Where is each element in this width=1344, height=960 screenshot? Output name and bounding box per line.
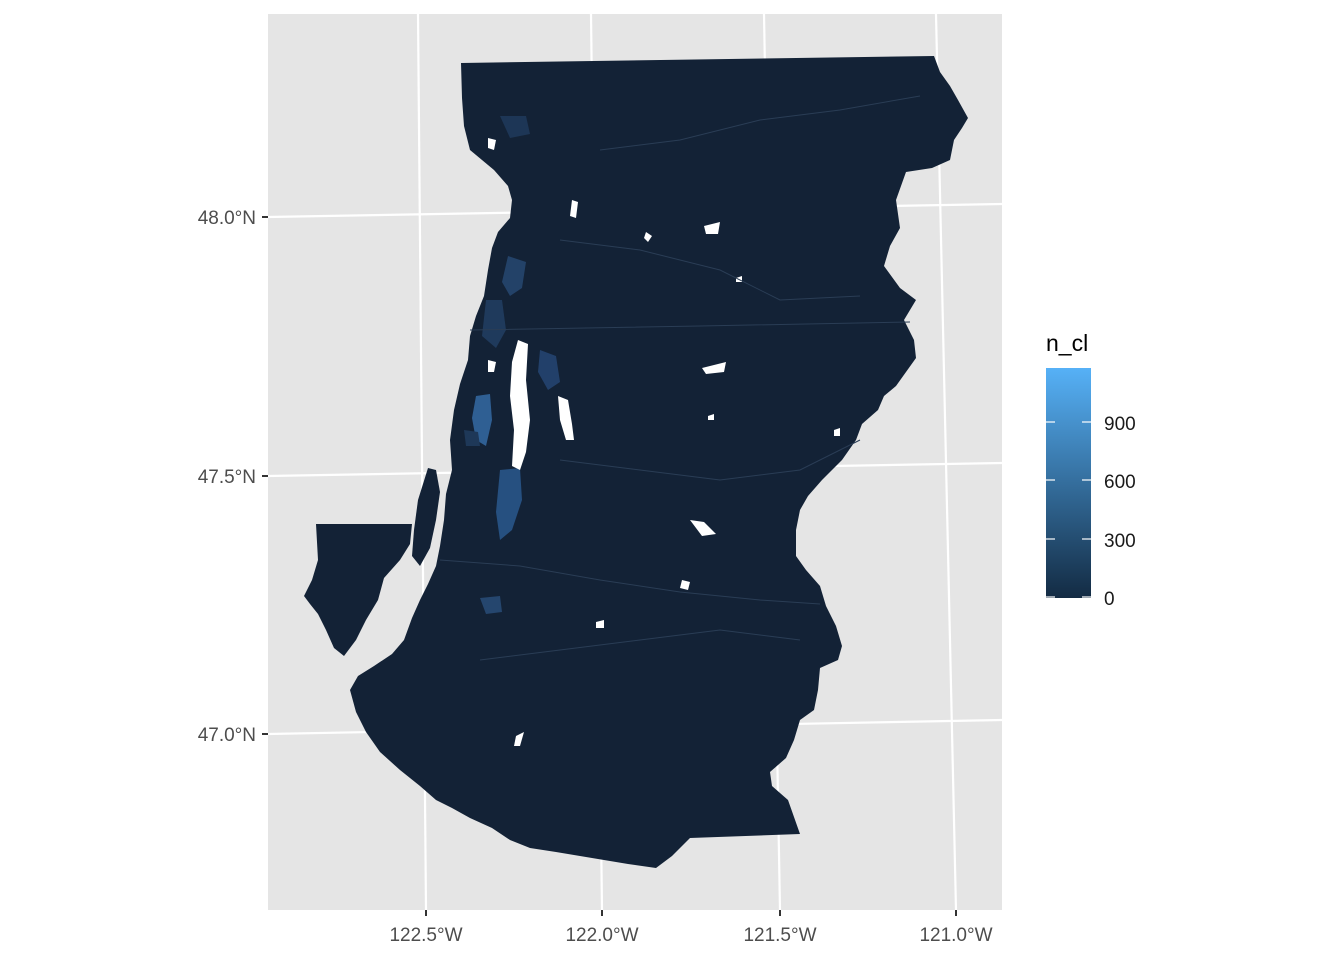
legend-title: n_cl	[1046, 330, 1088, 356]
legend-label-900: 900	[1104, 414, 1136, 435]
x-tick-label-122: 122.0°W	[565, 925, 638, 946]
reservoir-2	[702, 362, 726, 374]
y-tick-label-47: 47.0°N	[198, 725, 256, 746]
county-region-main[interactable]	[350, 56, 968, 868]
island-vashon[interactable]	[412, 468, 440, 566]
legend: n_cl 0 300 600 900	[1046, 330, 1136, 610]
y-axis: 48.0°N 47.5°N 47.0°N	[198, 208, 268, 746]
tract-highlight-8	[464, 430, 480, 446]
tract-highlight-6	[482, 300, 506, 348]
small-lake-8	[644, 232, 652, 242]
boundary-river-1	[599, 95, 921, 151]
boundary-snohomish-king	[469, 321, 911, 331]
dense-tracts	[464, 116, 560, 614]
legend-label-0: 0	[1104, 589, 1115, 610]
water-bodies	[488, 138, 840, 746]
x-axis: 122.5°W 122.0°W 121.5°W 121.0°W	[389, 910, 993, 946]
boundary-river-2	[559, 439, 861, 481]
small-lake-7	[488, 138, 496, 150]
small-lake-6	[514, 732, 524, 746]
lake-stevens	[570, 200, 578, 218]
x-tick-label-121: 121.0°W	[919, 925, 992, 946]
lake-union	[488, 360, 496, 372]
tract-highlight-4	[502, 256, 526, 296]
legend-ticks	[1046, 421, 1091, 598]
y-tick-label-47-5: 47.5°N	[198, 467, 256, 488]
y-tick-label-48: 48.0°N	[198, 208, 256, 229]
x-tick-label-122-5: 122.5°W	[389, 925, 462, 946]
tract-highlight-3	[480, 596, 502, 614]
county-boundaries	[439, 95, 921, 661]
tract-highlight-7	[500, 116, 530, 138]
legend-label-300: 300	[1104, 531, 1136, 552]
choropleth-region	[304, 56, 968, 868]
lake-sammamish	[558, 396, 574, 440]
small-lake-4	[596, 620, 604, 628]
boundary-river-3	[479, 629, 801, 661]
region-west-peninsula[interactable]	[304, 524, 412, 656]
legend-colorbar	[1046, 368, 1091, 598]
reservoir-3	[690, 520, 716, 536]
small-lake-5	[680, 580, 690, 590]
tract-highlight-5	[538, 350, 560, 390]
lake-washington	[510, 340, 530, 470]
reservoir-1	[704, 222, 720, 234]
boundary-king-pierce	[439, 559, 821, 605]
x-tick-label-121-5: 121.5°W	[743, 925, 816, 946]
small-lake-2	[834, 428, 840, 436]
tract-highlight-2	[496, 468, 522, 540]
small-lake-3	[708, 414, 714, 420]
boundary-river-4	[559, 239, 861, 301]
legend-label-600: 600	[1104, 472, 1136, 493]
